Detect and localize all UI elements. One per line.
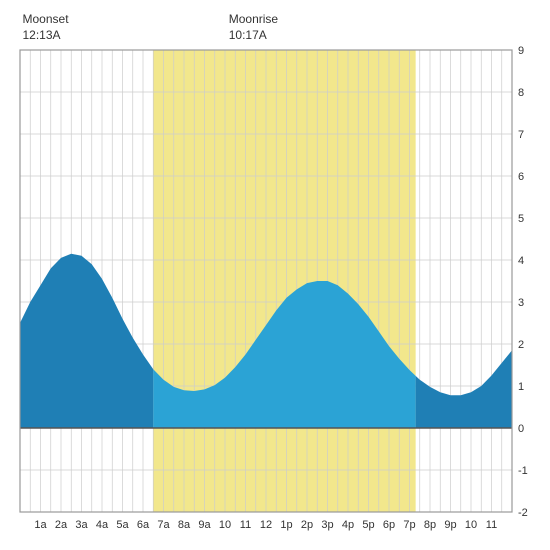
svg-text:6p: 6p — [383, 519, 395, 531]
svg-text:0: 0 — [518, 423, 524, 435]
svg-text:-2: -2 — [518, 507, 528, 519]
svg-text:4: 4 — [518, 255, 524, 267]
svg-text:1: 1 — [518, 381, 524, 393]
svg-text:10: 10 — [465, 519, 477, 531]
svg-text:3p: 3p — [321, 519, 333, 531]
svg-text:10: 10 — [219, 519, 231, 531]
svg-text:-1: -1 — [518, 465, 528, 477]
svg-text:5a: 5a — [116, 519, 129, 531]
svg-text:11: 11 — [240, 519, 251, 531]
moonset-title: Moonset — [23, 12, 69, 28]
svg-text:1p: 1p — [280, 519, 292, 531]
svg-text:6: 6 — [518, 171, 524, 183]
svg-text:7a: 7a — [157, 519, 170, 531]
tide-chart: -2-101234567891a2a3a4a5a6a7a8a9a1011121p… — [10, 10, 540, 540]
svg-text:9: 9 — [518, 45, 524, 57]
svg-text:5p: 5p — [362, 519, 374, 531]
svg-text:4a: 4a — [96, 519, 109, 531]
svg-text:3: 3 — [518, 297, 524, 309]
svg-text:6a: 6a — [137, 519, 150, 531]
svg-text:8: 8 — [518, 87, 524, 99]
svg-text:2p: 2p — [301, 519, 313, 531]
moonrise-time: 10:17A — [229, 28, 278, 44]
svg-text:7: 7 — [518, 129, 524, 141]
svg-text:9p: 9p — [444, 519, 456, 531]
svg-text:8a: 8a — [178, 519, 191, 531]
moonset-label: Moonset 12:13A — [23, 12, 69, 43]
svg-text:2: 2 — [518, 339, 524, 351]
svg-text:9a: 9a — [198, 519, 211, 531]
svg-text:11: 11 — [486, 519, 497, 531]
svg-text:8p: 8p — [424, 519, 436, 531]
svg-text:4p: 4p — [342, 519, 354, 531]
moonrise-label: Moonrise 10:17A — [229, 12, 278, 43]
svg-text:3a: 3a — [75, 519, 88, 531]
svg-text:1a: 1a — [34, 519, 47, 531]
moonset-time: 12:13A — [23, 28, 69, 44]
svg-text:5: 5 — [518, 213, 524, 225]
svg-text:7p: 7p — [403, 519, 415, 531]
svg-text:2a: 2a — [55, 519, 68, 531]
chart-svg: -2-101234567891a2a3a4a5a6a7a8a9a1011121p… — [10, 10, 540, 540]
moonrise-title: Moonrise — [229, 12, 278, 28]
svg-text:12: 12 — [260, 519, 272, 531]
